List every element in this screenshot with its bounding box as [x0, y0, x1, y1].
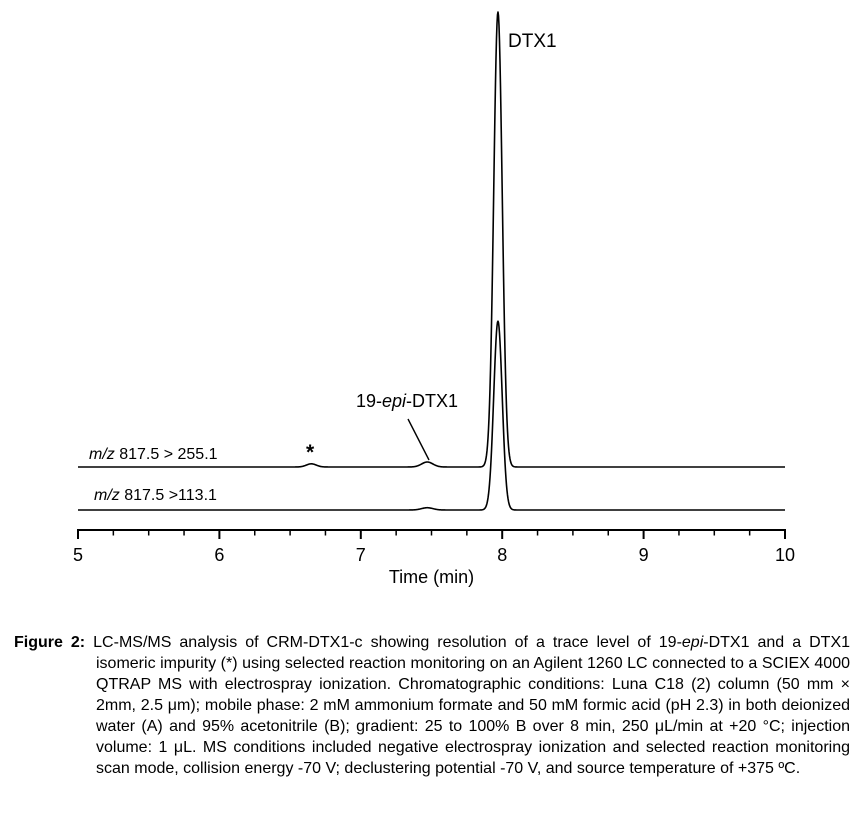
epi-label-suffix: -DTX1 [406, 391, 459, 411]
trace2-transition-values: 817.5 >113.1 [119, 487, 217, 504]
epi-label-prefix: 19- [356, 391, 383, 411]
x-tick-label-10: 10 [775, 545, 795, 565]
x-tick-label-8: 8 [497, 545, 507, 565]
x-tick-label-6: 6 [214, 545, 224, 565]
impurity-asterisk-marker: * [306, 441, 315, 464]
trace2-transition-label: m/z 817.5 >113.1 [94, 487, 217, 505]
x-axis: 5 6 7 8 9 10 [73, 529, 795, 565]
chromatogram-panel: 5 6 7 8 9 10 m/z 817.5 > 255.1 m/z 817.5 >113… [73, 11, 795, 587]
figure-caption: Figure 2: LC-MS/MS analysis of CRM-DTX1-… [14, 632, 850, 779]
trace1-transition-label: m/z 817.5 > 255.1 [89, 446, 218, 464]
caption-epi-italic: epi [681, 634, 704, 651]
x-tick-label-9: 9 [639, 545, 649, 565]
epi-label-italic: epi [382, 391, 407, 411]
trace2-mz-italic: m/z [94, 487, 120, 504]
caption-spacer [85, 634, 93, 651]
dtx1-peak-label: DTX1 [508, 31, 557, 52]
trace-1-line [77, 11, 786, 468]
chromatogram-traces [77, 11, 786, 511]
trace-2-line [77, 320, 786, 511]
trace1-transition-values: 817.5 > 255.1 [114, 446, 218, 463]
x-axis-title: Time (min) [388, 567, 475, 587]
x-tick-label-5: 5 [73, 545, 83, 565]
figure-caption-label: Figure 2: [14, 634, 86, 651]
caption-text-1: LC-MS/MS analysis of CRM-DTX1-c showing … [93, 634, 682, 651]
epi-peak-leader-line [407, 418, 430, 461]
x-tick-label-7: 7 [356, 545, 366, 565]
caption-text-2: -DTX1 and a DTX1 isomeric impurity (*) u… [96, 634, 851, 777]
epi-dtx1-peak-label: 19-epi-DTX1 [356, 391, 459, 412]
chromatogram-svg: 5 6 7 8 9 10 [73, 11, 795, 565]
trace1-mz-italic: m/z [89, 446, 115, 463]
